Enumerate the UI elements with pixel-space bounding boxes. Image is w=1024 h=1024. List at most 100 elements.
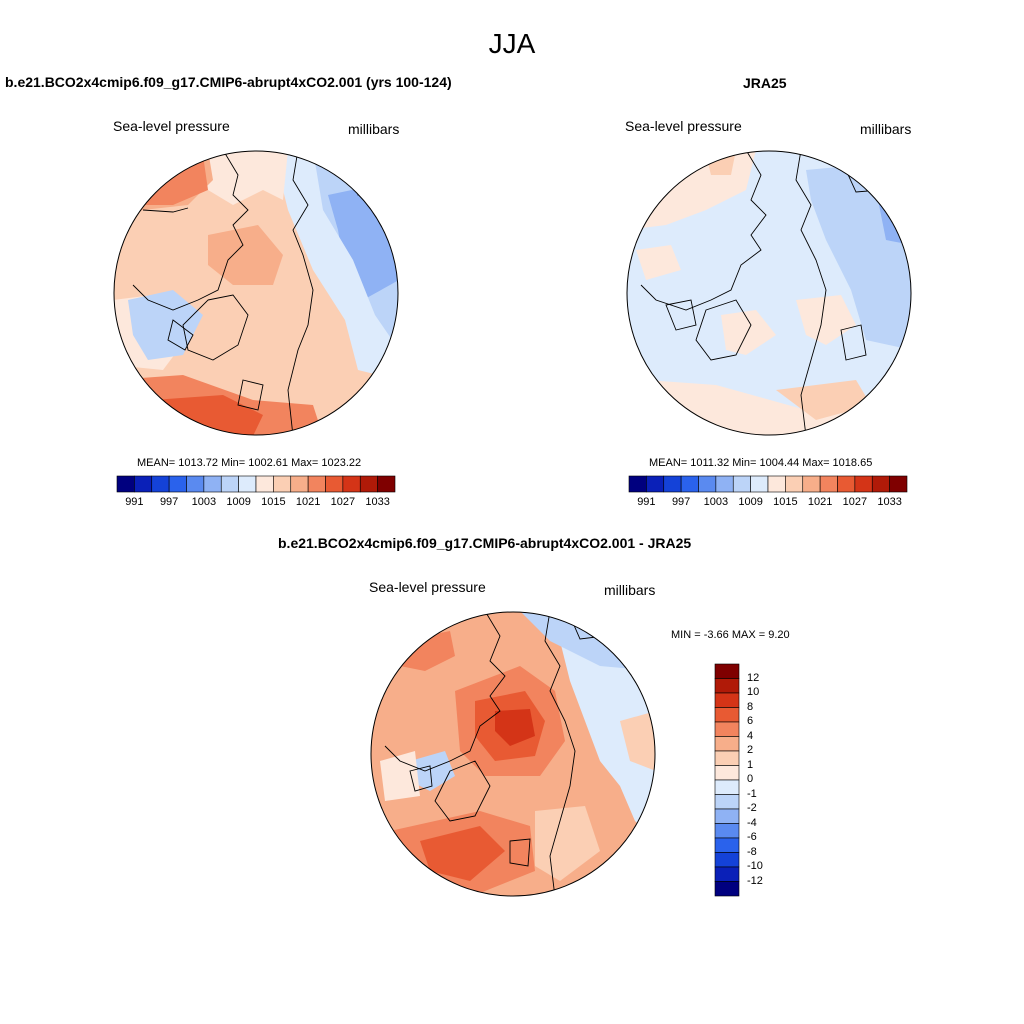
colorbar-tick-label: -4 — [747, 816, 757, 829]
panel2-variable-label: Sea-level pressure — [625, 118, 742, 134]
map3-region-positive-southwest-core — [420, 826, 505, 881]
map3-region-pale-west — [380, 751, 420, 801]
colorbar-swatch — [819, 475, 838, 493]
panel1-colorbar — [116, 475, 396, 493]
colorbar-swatch — [889, 475, 908, 493]
colorbar-swatch — [220, 475, 239, 493]
colorbar-tick-label: 12 — [747, 671, 760, 684]
colorbar-tick-label: 8 — [747, 700, 754, 713]
colorbar-tick-label: 1003 — [703, 496, 729, 508]
colorbar-tick-label: 4 — [747, 729, 754, 742]
map3-region-positive-center-core — [495, 709, 535, 746]
colorbar-swatch — [238, 475, 257, 493]
colorbar-tick-label: 6 — [747, 715, 754, 727]
colorbar-swatch — [698, 475, 717, 493]
colorbar-swatch — [767, 475, 786, 493]
colorbar-swatch — [714, 692, 740, 708]
colorbar-tick-label: 1015 — [261, 496, 286, 508]
panel2-colorbar — [628, 475, 908, 493]
colorbar-tick-label: 1033 — [877, 496, 902, 508]
panel1-units-label: millibars — [348, 121, 400, 137]
map3-region-negative-west — [410, 751, 455, 791]
panel3-stats: MIN = -3.66 MAX = 9.20 — [671, 629, 790, 641]
colorbar-tick-label: 1021 — [295, 496, 321, 508]
colorbar-tick-label: 0 — [747, 773, 754, 785]
panel1-polar-map — [113, 150, 399, 436]
colorbar-swatch — [134, 475, 153, 493]
colorbar-tick-label: 2 — [747, 744, 754, 756]
colorbar-swatch — [342, 475, 361, 493]
colorbar-swatch — [628, 475, 647, 493]
colorbar-tick-label: 1027 — [842, 496, 868, 508]
map3-region-positive-east — [620, 711, 655, 771]
colorbar-swatch — [714, 881, 740, 897]
map1-region-low-west — [128, 290, 203, 360]
colorbar-swatch — [680, 475, 699, 493]
panel3-colorbar — [714, 663, 740, 897]
colorbar-swatch — [255, 475, 274, 493]
colorbar-swatch — [714, 779, 740, 795]
colorbar-swatch — [714, 765, 740, 781]
colorbar-tick-label: 1015 — [773, 496, 798, 508]
colorbar-swatch — [802, 475, 821, 493]
colorbar-swatch — [714, 663, 740, 679]
colorbar-tick-label: 1021 — [807, 496, 833, 508]
colorbar-tick-label: -1 — [747, 787, 757, 800]
colorbar-swatch — [837, 475, 856, 493]
colorbar-tick-label: -6 — [747, 831, 757, 843]
colorbar-swatch — [714, 721, 740, 737]
panel1-stats: MEAN= 1013.72 Min= 1002.61 Max= 1023.22 — [137, 457, 362, 469]
colorbar-swatch — [714, 837, 740, 853]
colorbar-tick-label: 997 — [671, 496, 691, 508]
panel3-units-label: millibars — [604, 582, 656, 598]
colorbar-swatch — [168, 475, 187, 493]
colorbar-tick-label: 1033 — [365, 496, 390, 508]
colorbar-tick-label: 997 — [159, 496, 179, 508]
colorbar-swatch — [714, 808, 740, 824]
colorbar-swatch — [715, 475, 734, 493]
map2-region-high-west — [636, 245, 681, 280]
colorbar-swatch — [714, 707, 740, 723]
colorbar-tick-label: 1 — [747, 758, 754, 771]
map2-region-high-north-core — [706, 151, 736, 175]
panel2-stats: MEAN= 1011.32 Min= 1004.44 Max= 1018.65 — [649, 457, 873, 469]
panel1-title: b.e21.BCO2x4cmip6.f09_g17.CMIP6-abrupt4x… — [5, 74, 452, 90]
colorbar-tick-label: 1009 — [226, 496, 251, 508]
map2-region-high-center — [721, 310, 776, 355]
colorbar-tick-label: 1003 — [191, 496, 217, 508]
panel2-polar-map — [626, 150, 912, 436]
panel2-title: JRA25 — [743, 75, 787, 91]
colorbar-swatch — [871, 475, 890, 493]
colorbar-swatch — [714, 852, 740, 868]
panel2-units-label: millibars — [860, 121, 912, 137]
colorbar-swatch — [785, 475, 804, 493]
colorbar-tick-label: 1009 — [738, 496, 763, 508]
map3-outline — [370, 611, 656, 897]
map3-region-negative-east-core2 — [590, 612, 655, 646]
colorbar-swatch — [714, 794, 740, 810]
colorbar-swatch — [151, 475, 170, 493]
map1-outline — [113, 150, 399, 436]
colorbar-swatch — [663, 475, 682, 493]
map1-region-pale-east — [273, 151, 398, 380]
colorbar-swatch — [646, 475, 665, 493]
colorbar-swatch — [750, 475, 769, 493]
map3-region-positive-south — [535, 806, 600, 881]
colorbar-swatch — [732, 475, 751, 493]
colorbar-swatch — [307, 475, 326, 493]
colorbar-swatch — [714, 678, 740, 694]
colorbar-tick-label: -8 — [747, 845, 757, 858]
colorbar-swatch — [290, 475, 309, 493]
panel1-variable-label: Sea-level pressure — [113, 118, 230, 134]
panel3-variable-label: Sea-level pressure — [369, 579, 486, 595]
colorbar-tick-label: -12 — [747, 874, 763, 887]
colorbar-swatch — [714, 866, 740, 882]
colorbar-swatch — [359, 475, 378, 493]
colorbar-swatch — [325, 475, 344, 493]
colorbar-swatch — [714, 750, 740, 766]
colorbar-tick-label: -10 — [747, 860, 763, 872]
colorbar-swatch — [273, 475, 292, 493]
map1-region-high-center — [208, 225, 283, 285]
colorbar-tick-label: 10 — [747, 686, 760, 698]
panel3-title: b.e21.BCO2x4cmip6.f09_g17.CMIP6-abrupt4x… — [278, 535, 692, 551]
